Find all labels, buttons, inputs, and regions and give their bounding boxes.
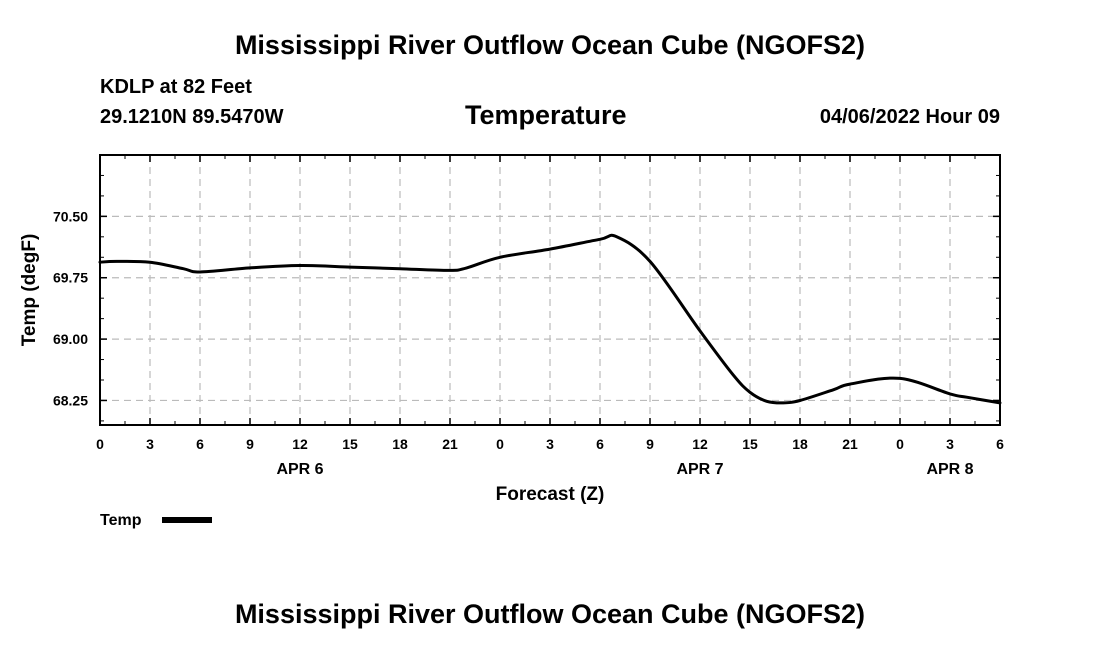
chart-title: Mississippi River Outflow Ocean Cube (NG… [234,30,866,60]
y-tick-label: 70.50 [53,208,88,224]
y-tick-label: 68.25 [53,392,88,408]
legend-label: Temp [100,512,142,529]
x-tick-label: 0 [896,436,904,452]
parameter-title: Temperature [465,100,627,130]
x-tick-label: 15 [742,436,758,452]
label-layer: 0 3 6 9 12 15 18 21 0 3 6 9 12 15 18 21 0 3 6 68.25 69.00 69.… [53,208,1004,478]
x-tick-label: 3 [546,436,554,452]
footer-title: Mississippi River Outflow Ocean Cube (NG… [234,599,866,629]
x-tick-label: 12 [692,436,708,452]
x-tick-label: 21 [842,436,858,452]
station-label: KDLP at 82 Feet [100,76,252,98]
x-tick-label: 6 [196,436,204,452]
x-tick-label: 0 [496,436,504,452]
x-tick-label: 18 [792,436,808,452]
x-tick-label: 3 [946,436,954,452]
grid-layer [100,155,1000,425]
x-tick-label: 12 [292,436,308,452]
x-tick-label: 15 [342,436,358,452]
x-tick-label: 0 [96,436,104,452]
station-coordinates: 29.1210N 89.5470W [100,106,284,128]
legend: Temp [100,512,212,529]
x-tick-label: 9 [646,436,654,452]
y-tick-label: 69.00 [53,331,88,347]
x-axis-title: Forecast (Z) [496,484,605,505]
date-label: APR 7 [676,461,723,478]
date-label: APR 8 [926,461,973,478]
y-axis-title: Temp (degF) [19,234,40,347]
x-tick-label: 3 [146,436,154,452]
temp-series-line [98,233,1002,405]
series-layer [98,233,1002,405]
forecast-datetime: 04/06/2022 Hour 09 [819,106,1000,128]
date-label: APR 6 [276,461,323,478]
x-tick-label: 6 [996,436,1004,452]
tick-layer [99,155,1001,425]
x-tick-label: 6 [596,436,604,452]
x-tick-label: 21 [442,436,458,452]
x-tick-label: 9 [246,436,254,452]
y-tick-label: 69.75 [53,270,88,286]
x-tick-label: 18 [392,436,408,452]
